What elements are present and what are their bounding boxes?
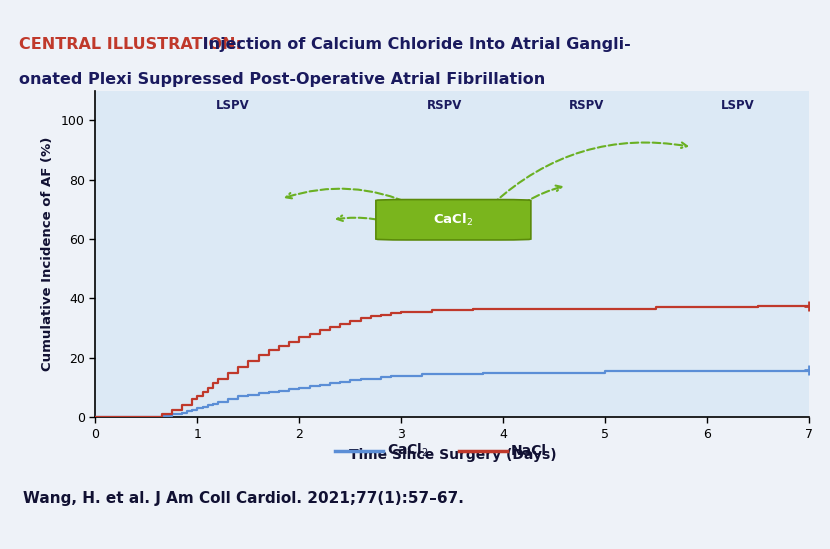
Text: CaCl$_2$: CaCl$_2$: [387, 442, 429, 460]
Text: Wang, H. et al. J Am Coll Cardiol. 2021;77(1):57–67.: Wang, H. et al. J Am Coll Cardiol. 2021;…: [23, 491, 464, 506]
FancyBboxPatch shape: [376, 200, 531, 240]
Text: RSPV: RSPV: [569, 99, 604, 113]
Text: CENTRAL ILLUSTRATION:: CENTRAL ILLUSTRATION:: [19, 37, 242, 52]
Text: CaCl$_2$: CaCl$_2$: [433, 212, 473, 228]
Text: Injection of Calcium Chloride Into Atrial Gangli-: Injection of Calcium Chloride Into Atria…: [198, 37, 631, 52]
Y-axis label: Cumulative Incidence of AF (%): Cumulative Incidence of AF (%): [42, 137, 54, 371]
Text: LSPV: LSPV: [217, 99, 250, 113]
Text: onated Plexi Suppressed Post-Operative Atrial Fibrillation: onated Plexi Suppressed Post-Operative A…: [19, 72, 545, 87]
Text: NaCl: NaCl: [511, 444, 547, 458]
Text: RSPV: RSPV: [427, 99, 461, 113]
X-axis label: Time Since Surgery (Days): Time Since Surgery (Days): [349, 447, 556, 462]
Text: LSPV: LSPV: [721, 99, 754, 113]
